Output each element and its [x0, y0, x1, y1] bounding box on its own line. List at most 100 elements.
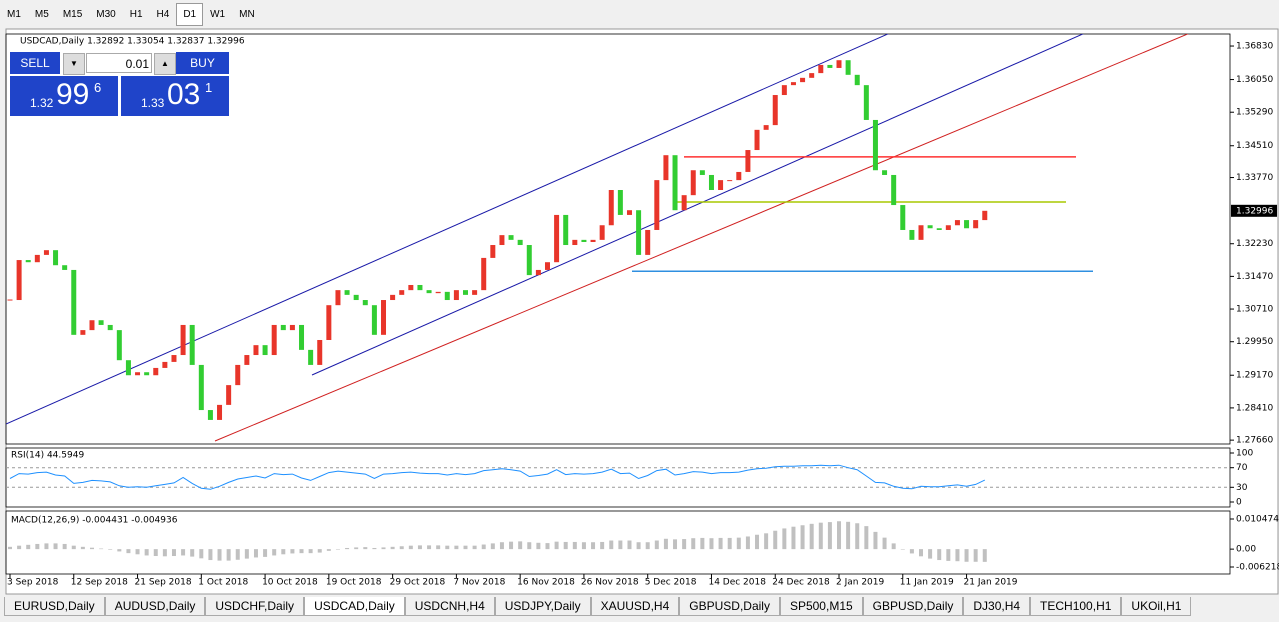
macd-bar: [80, 546, 85, 550]
symbol-tab[interactable]: USDCNH,H4: [404, 597, 495, 616]
candle: [854, 74, 860, 86]
macd-bar: [99, 548, 104, 550]
ask-box[interactable]: 1.33 03 1: [121, 76, 229, 116]
symbol-tab[interactable]: TECH100,H1: [1030, 597, 1122, 616]
main-panel: [5, 33, 1231, 445]
lot-down[interactable]: ▼: [63, 53, 85, 75]
y-tick-label: -0.006218: [1236, 563, 1279, 573]
macd-bar: [745, 536, 750, 550]
sell-button[interactable]: SELL: [10, 52, 60, 74]
x-tick-label: 5 Dec 2018: [645, 578, 697, 588]
lot-up[interactable]: ▲: [154, 53, 176, 75]
macd-bar: [554, 541, 559, 550]
timeframe-button[interactable]: D1: [176, 2, 204, 26]
symbol-tab[interactable]: XAUUSD,H4: [590, 597, 680, 616]
symbol-tab[interactable]: EURUSD,Daily: [4, 597, 105, 616]
macd-bar: [381, 547, 386, 550]
macd-bar: [937, 549, 942, 561]
candle: [508, 235, 514, 240]
candle: [699, 170, 705, 175]
macd-bar: [144, 549, 149, 556]
timeframe-button[interactable]: MN: [239, 8, 255, 20]
x-tick-label: 12 Sep 2018: [71, 578, 128, 588]
macd-bar: [427, 545, 432, 550]
timeframe-button[interactable]: M30: [96, 8, 116, 20]
candle: [645, 229, 651, 255]
candle: [636, 210, 642, 255]
candle: [171, 355, 177, 362]
y-tick-label: 70: [1236, 463, 1248, 473]
macd-bar: [399, 546, 404, 550]
macd-bar: [190, 549, 195, 557]
lot-input[interactable]: 0.01: [86, 53, 152, 73]
symbol-tab[interactable]: USDCAD,Daily: [304, 597, 405, 616]
macd-bar: [481, 544, 486, 550]
macd-bar: [663, 538, 668, 550]
candle: [672, 155, 678, 211]
buy-button[interactable]: BUY: [176, 52, 229, 74]
macd-bar: [463, 545, 468, 550]
macd-bar: [335, 549, 340, 550]
timeframe-button[interactable]: H1: [129, 8, 143, 20]
candle: [882, 170, 888, 175]
macd-title: MACD(12,26,9) -0.004431 -0.004936: [11, 516, 178, 526]
symbol-tab[interactable]: GBPUSD,Daily: [679, 597, 780, 616]
timeframe-button[interactable]: M15: [62, 8, 83, 20]
macd-bar: [727, 537, 732, 550]
macd-bar: [8, 546, 12, 550]
symbol-tab[interactable]: SP500,M15: [779, 597, 863, 616]
candle: [736, 171, 742, 181]
macd-bar: [891, 543, 896, 550]
candle: [499, 235, 505, 246]
timeframe-button[interactable]: M1: [7, 8, 21, 20]
candle: [936, 228, 942, 230]
macd-bar: [363, 547, 368, 550]
macd-bar: [682, 539, 687, 550]
macd-bar: [791, 526, 796, 550]
symbol-tab[interactable]: USDJPY,Daily: [494, 597, 591, 616]
macd-bar: [509, 541, 514, 550]
macd-bar: [326, 549, 331, 551]
candle: [71, 269, 77, 335]
x-tick-label: 2 Jan 2019: [836, 578, 884, 588]
symbol-tab[interactable]: AUDUSD,Daily: [104, 597, 206, 616]
timeframe-button[interactable]: W1: [210, 8, 226, 20]
y-tick-label: 1.28410: [1236, 403, 1273, 413]
candle: [217, 404, 223, 420]
macd-bar: [518, 541, 523, 550]
candle: [490, 245, 496, 258]
candle: [617, 190, 623, 215]
current-price-box: [1231, 204, 1277, 217]
ask-frac: 1: [205, 80, 213, 95]
timeframe-button[interactable]: M5: [34, 8, 49, 20]
symbol-tab[interactable]: GBPUSD,Daily: [862, 597, 964, 616]
candle: [89, 320, 95, 331]
candle: [43, 250, 49, 255]
macd-bar: [53, 543, 58, 550]
macd-bar: [700, 537, 705, 550]
symbol-tab[interactable]: DJ30,H4: [963, 597, 1031, 616]
macd-bar: [490, 543, 495, 550]
macd-bar: [308, 549, 313, 554]
macd-bar: [709, 538, 714, 550]
symbol-tab[interactable]: UKOil,H1: [1121, 597, 1192, 616]
bid-box[interactable]: 1.32 99 6: [10, 76, 118, 116]
timeframe-button[interactable]: H4: [156, 8, 170, 20]
candle: [954, 220, 960, 226]
candle: [289, 324, 295, 331]
macd-bar: [436, 545, 441, 550]
macd-bar: [235, 549, 240, 560]
macd-bar: [162, 549, 167, 557]
candle: [362, 300, 368, 306]
macd-bar: [818, 522, 823, 550]
macd-bar: [600, 541, 605, 550]
bid-big: 1.32: [30, 96, 54, 110]
x-tick-label: 21 Sep 2018: [135, 578, 192, 588]
chart: USDCAD,Daily 1.32892 1.33054 1.32837 1.3…: [5, 28, 1279, 595]
macd-bar: [181, 549, 186, 556]
macd-bar: [71, 545, 76, 550]
symbol-tab[interactable]: USDCHF,Daily: [205, 597, 305, 616]
candle: [790, 82, 796, 86]
candle: [544, 262, 550, 270]
x-tick-label: 10 Oct 2018: [262, 578, 318, 588]
